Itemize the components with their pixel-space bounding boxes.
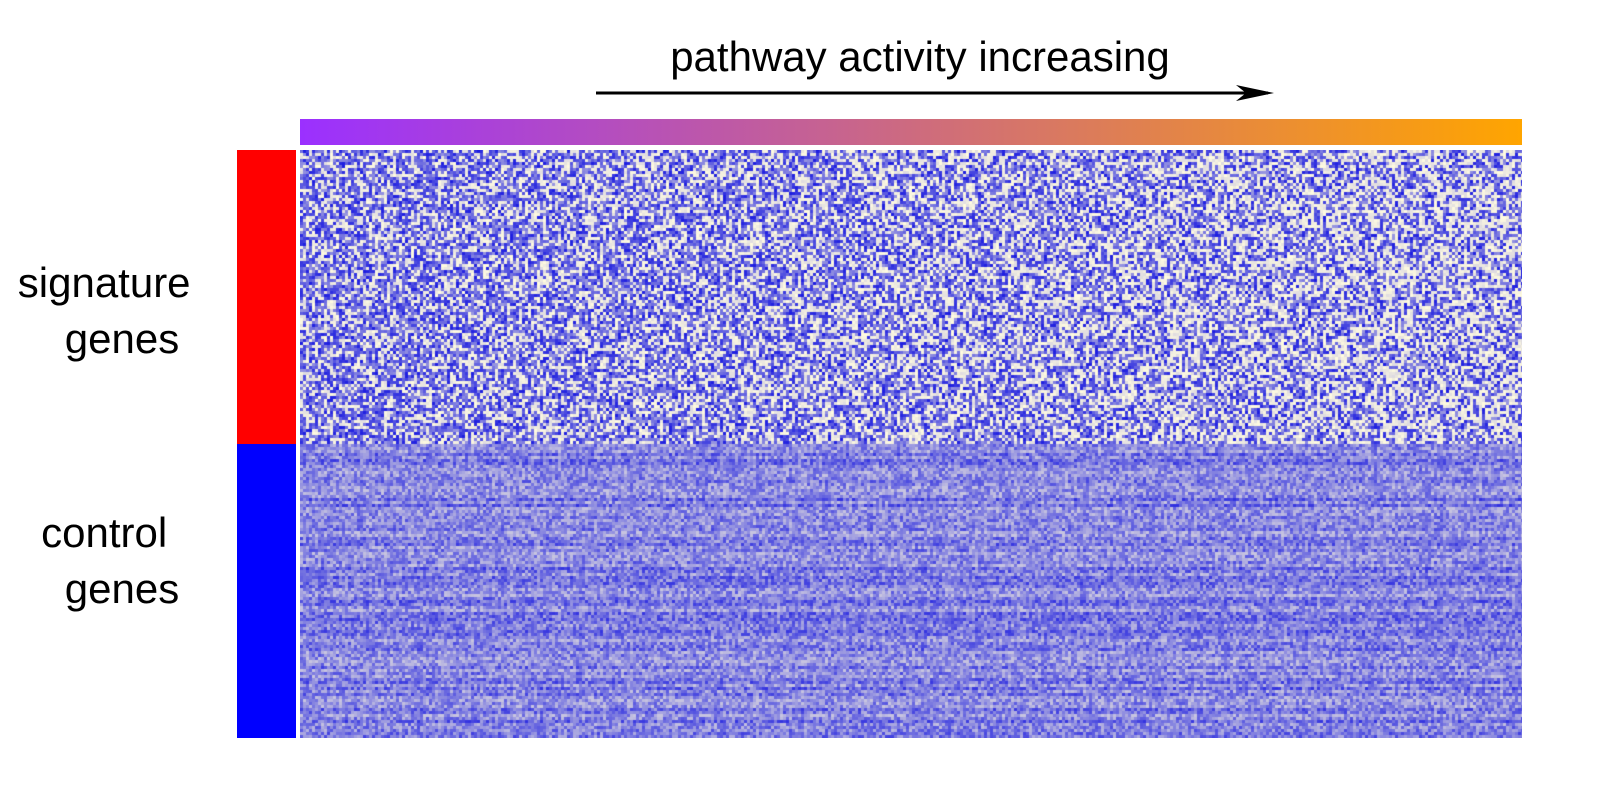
- activity-gradient-bar: [300, 119, 1522, 145]
- activity-title: pathway activity increasing: [670, 33, 1170, 80]
- control-group-bar: [237, 444, 296, 738]
- right-arrow-icon: [596, 85, 1274, 101]
- signature-genes-label: signature genes: [18, 259, 202, 362]
- heatmap-cells: [300, 150, 1522, 738]
- control-genes-label: control genes: [41, 509, 179, 612]
- signature-group-bar: [237, 150, 296, 444]
